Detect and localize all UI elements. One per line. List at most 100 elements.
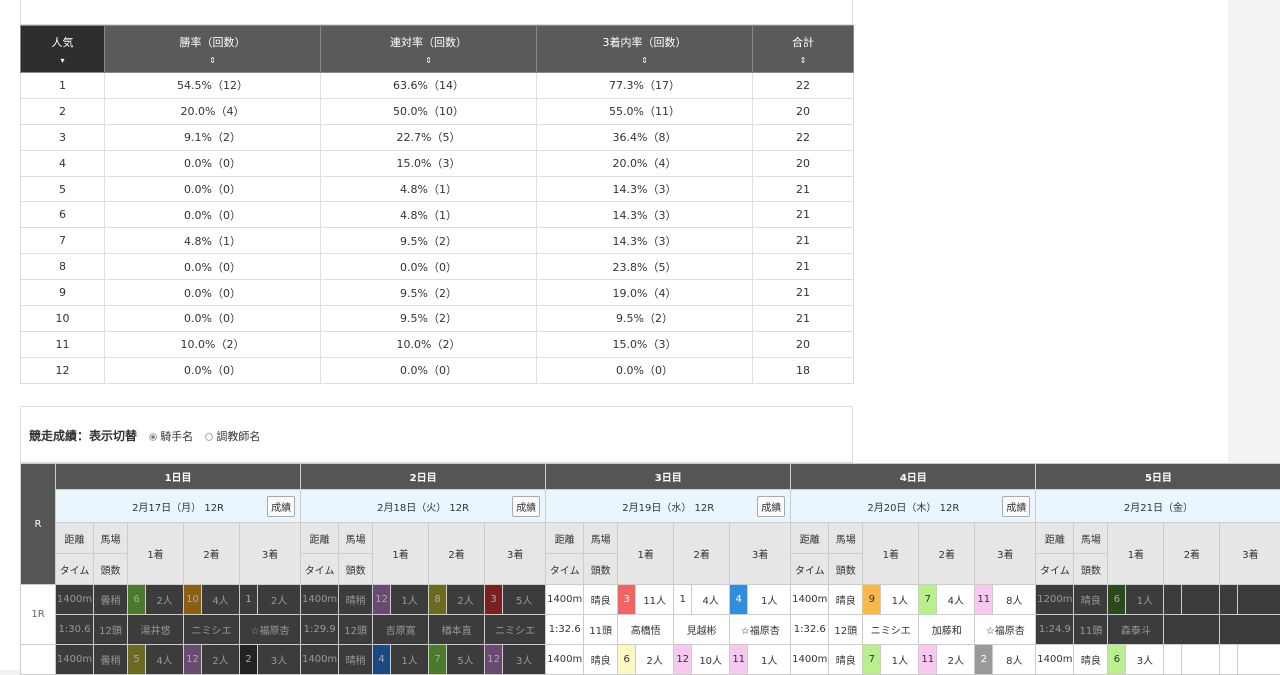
jockey-name[interactable]: 楢本直 [429, 615, 485, 645]
sort-icon[interactable]: ⇕ [321, 56, 536, 65]
column-header-1[interactable]: 勝率（回数）⇕ [105, 26, 321, 73]
table-cell: 5 [21, 176, 105, 202]
time-header: タイム [546, 554, 584, 585]
track-condition: 曇稍 [94, 645, 128, 675]
table-cell: 18 [753, 357, 854, 383]
table-cell: 0.0%（0） [105, 357, 321, 383]
column-header-4[interactable]: 合計⇕ [753, 26, 854, 73]
distance: 1400m [791, 645, 829, 675]
column-header-2[interactable]: 連対率（回数）⇕ [321, 26, 537, 73]
popularity: 1人 [748, 645, 791, 675]
column-header-0[interactable]: 人気 ▾ [21, 26, 105, 73]
sort-icon[interactable]: ⇕ [105, 56, 320, 65]
popularity: 5人 [503, 585, 546, 615]
sort-icon[interactable]: ▾ [21, 56, 104, 65]
horse-number: 12 [373, 585, 391, 615]
table-cell: 55.0%（11） [537, 98, 753, 124]
jockey-name[interactable]: ☆福原杏 [730, 615, 791, 645]
result-button[interactable]: 成績 [757, 496, 785, 517]
popularity: 1人 [391, 645, 429, 675]
filter-panel [20, 0, 853, 25]
radio-jockey[interactable] [149, 433, 157, 441]
popularity-header-row: 人気 ▾勝率（回数）⇕連対率（回数）⇕3着内率（回数）⇕合計⇕ [21, 26, 854, 73]
table-cell: 54.5%（12） [105, 73, 321, 99]
date-label: 2月17日（月） 12R [132, 503, 224, 514]
result-button[interactable]: 成績 [1002, 496, 1030, 517]
column-header-label: 人気 [52, 36, 74, 49]
table-cell: 9.5%（2） [321, 228, 537, 254]
table-cell: 63.6%（14） [321, 73, 537, 99]
horse-number: 3 [618, 585, 636, 615]
time-header: タイム [791, 554, 829, 585]
result-button[interactable]: 成績 [512, 496, 540, 517]
track-header: 馬場 [94, 523, 128, 554]
table-cell: 4.8%（1） [321, 176, 537, 202]
option-trainer[interactable]: 調教師名 [205, 430, 260, 443]
jockey-name[interactable]: 高橋悟 [618, 615, 674, 645]
popularity: 2人 [636, 645, 674, 675]
jockey-name[interactable]: ニミシエ [863, 615, 919, 645]
place-header: 2着 [429, 523, 485, 585]
table-cell: 15.0%（3） [321, 150, 537, 176]
table-cell: 22 [753, 73, 854, 99]
track-condition: 晴良 [1074, 585, 1108, 615]
horse-number: 2 [240, 645, 258, 675]
field-size: 12頭 [829, 615, 863, 645]
table-cell: 20.0%（4） [537, 150, 753, 176]
jockey-name[interactable]: 見越彬 [674, 615, 730, 645]
table-cell: 9.5%（2） [321, 280, 537, 306]
jockey-name[interactable]: ニミシエ [485, 615, 546, 645]
day-header: 2日目 [301, 464, 546, 490]
sort-icon[interactable]: ⇕ [753, 56, 853, 65]
horse-number: 12 [184, 645, 202, 675]
jockey-name[interactable] [1164, 615, 1220, 645]
sort-icon[interactable]: ⇕ [537, 56, 752, 65]
place-header: 1着 [1108, 523, 1164, 585]
time-header: タイム [301, 554, 339, 585]
table-cell: 0.0%（0） [105, 306, 321, 332]
distance: 1400m [301, 645, 339, 675]
table-cell: 7 [21, 228, 105, 254]
table-cell: 8 [21, 254, 105, 280]
popularity: 1人 [1126, 585, 1164, 615]
option-jockey[interactable]: 騎手名 [149, 430, 193, 443]
jockey-name[interactable]: ニミシエ [184, 615, 240, 645]
result-button[interactable]: 成績 [267, 496, 295, 517]
table-cell: 0.0%（0） [105, 280, 321, 306]
horse-number: 9 [863, 585, 881, 615]
track-header: 馬場 [584, 523, 618, 554]
jockey-name[interactable]: 湯井悠 [128, 615, 184, 645]
track-condition: 晴稍 [339, 645, 373, 675]
horse-number [1164, 645, 1182, 675]
table-cell: 2 [21, 98, 105, 124]
jockey-name[interactable]: 森泰斗 [1108, 615, 1164, 645]
jockey-name[interactable]: 吉原寛 [373, 615, 429, 645]
jockey-name[interactable]: 加藤和 [919, 615, 975, 645]
race-time: 1:32.6 [791, 615, 829, 645]
place-header: 1着 [373, 523, 429, 585]
table-cell: 9.5%（2） [537, 306, 753, 332]
distance: 1400m [1036, 645, 1074, 675]
place-header: 2着 [184, 523, 240, 585]
jockey-name[interactable] [1220, 615, 1280, 645]
jockey-name[interactable]: ☆福原杏 [240, 615, 301, 645]
date-cell: 2月21日（金） [1036, 490, 1280, 523]
table-cell: 23.8%（5） [537, 254, 753, 280]
jockey-name[interactable]: ☆福原杏 [975, 615, 1036, 645]
horse-number: 11 [730, 645, 748, 675]
table-cell: 21 [753, 202, 854, 228]
radio-trainer[interactable] [205, 433, 213, 441]
table-cell: 21 [753, 254, 854, 280]
dist-header: 距離 [301, 523, 339, 554]
results-title: 競走成績：表示切替 [29, 429, 137, 443]
track-condition: 晴良 [1074, 645, 1108, 675]
results-header: 競走成績：表示切替 騎手名 調教師名 [29, 427, 260, 444]
column-header-3[interactable]: 3着内率（回数）⇕ [537, 26, 753, 73]
table-cell: 77.3%（17） [537, 73, 753, 99]
